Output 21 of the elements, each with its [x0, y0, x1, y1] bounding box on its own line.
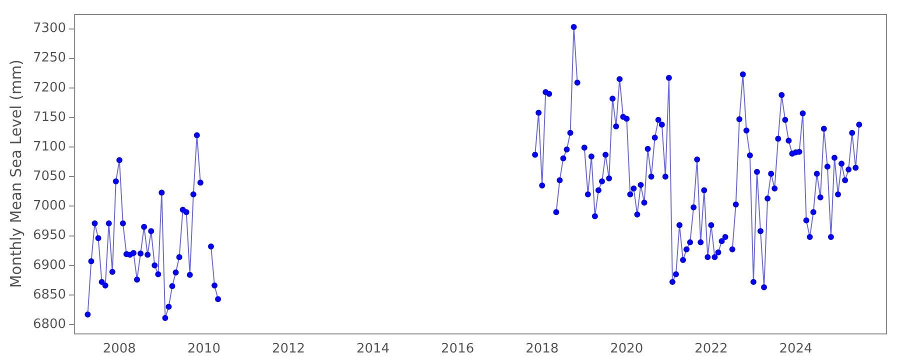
y-tick-label: 7200 [32, 80, 66, 96]
y-axis-title: Monthly Mean Sea Level (mm) [6, 59, 25, 288]
x-tick-label: 2020 [610, 342, 644, 357]
x-tick-label: 2014 [356, 342, 390, 357]
y-tick-label: 7150 [32, 110, 66, 125]
x-tick-label: 2018 [526, 342, 559, 357]
x-tick-label: 2024 [779, 342, 812, 357]
y-tick-label: 6950 [32, 228, 66, 244]
x-tick-label: 2016 [441, 342, 474, 357]
y-tick-label: 7100 [32, 139, 66, 154]
y-tick-label: 7300 [32, 21, 66, 36]
x-tick-label: 2012 [272, 342, 306, 357]
y-tick-label: 7000 [32, 198, 66, 214]
y-tick-label: 6850 [32, 287, 66, 302]
y-tick-label: 7250 [32, 50, 66, 66]
x-tick-label: 2010 [187, 342, 220, 357]
y-tick-label: 6800 [32, 316, 66, 332]
x-tick-label: 2022 [694, 342, 728, 357]
x-tick-label: 2008 [102, 342, 136, 357]
y-tick-label: 7050 [32, 169, 66, 184]
y-tick-label: 6900 [32, 258, 66, 273]
